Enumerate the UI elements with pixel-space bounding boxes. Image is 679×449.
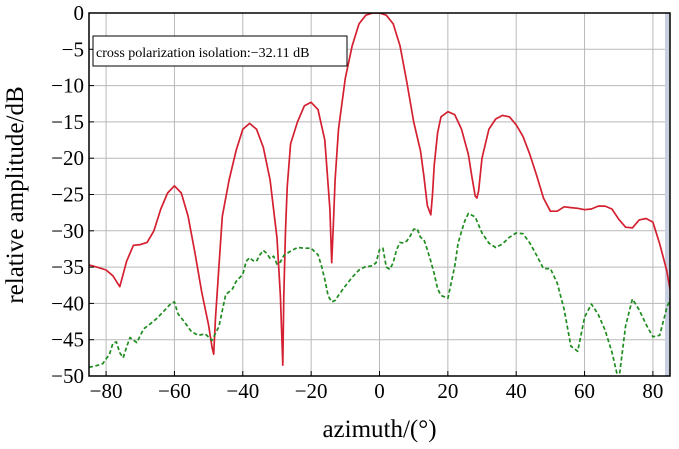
- ticks: −80 −60 −40 −20 0 20 40 60 80 0 −5 −10 −15 −20 −25 −30 −…: [51, 1, 663, 403]
- x-tick-label: −80: [90, 379, 123, 403]
- annotation-text: cross polarization isolation:−32.11 dB: [96, 46, 309, 61]
- x-tick-label: −20: [295, 379, 328, 403]
- y-tick-label: −40: [51, 291, 84, 315]
- x-tick-label: 80: [642, 379, 663, 403]
- annotation-frame: [92, 35, 348, 67]
- series-line-cross-polar: [89, 212, 670, 376]
- y-tick-label: −20: [51, 146, 84, 170]
- y-tick-label: −45: [51, 328, 84, 352]
- x-tick-label: 0: [374, 379, 385, 403]
- x-tick-label: 20: [437, 379, 458, 403]
- series-line-co-polar: [89, 13, 670, 366]
- x-tick-label: −40: [226, 379, 259, 403]
- y-tick-label: 0: [74, 1, 85, 25]
- x-tick-label: 60: [574, 379, 595, 403]
- y-tick-label: −30: [51, 219, 84, 243]
- x-tick-label: 40: [506, 379, 527, 403]
- series-layer: [89, 13, 670, 376]
- x-axis-title: azimuth/(°): [322, 416, 436, 443]
- y-tick-label: −25: [51, 183, 84, 207]
- annotation-box: cross polarization isolation:−32.11 dB: [92, 35, 348, 67]
- y-tick-label: −10: [51, 74, 84, 98]
- y-axis-title: relative amplitude/dB: [2, 86, 29, 303]
- right-edge-band: [665, 13, 670, 376]
- y-tick-label: −35: [51, 255, 84, 279]
- y-tick-label: −15: [51, 110, 84, 134]
- y-tick-label: −50: [51, 364, 84, 388]
- y-tick-label: −5: [62, 37, 84, 61]
- x-tick-label: −60: [158, 379, 191, 403]
